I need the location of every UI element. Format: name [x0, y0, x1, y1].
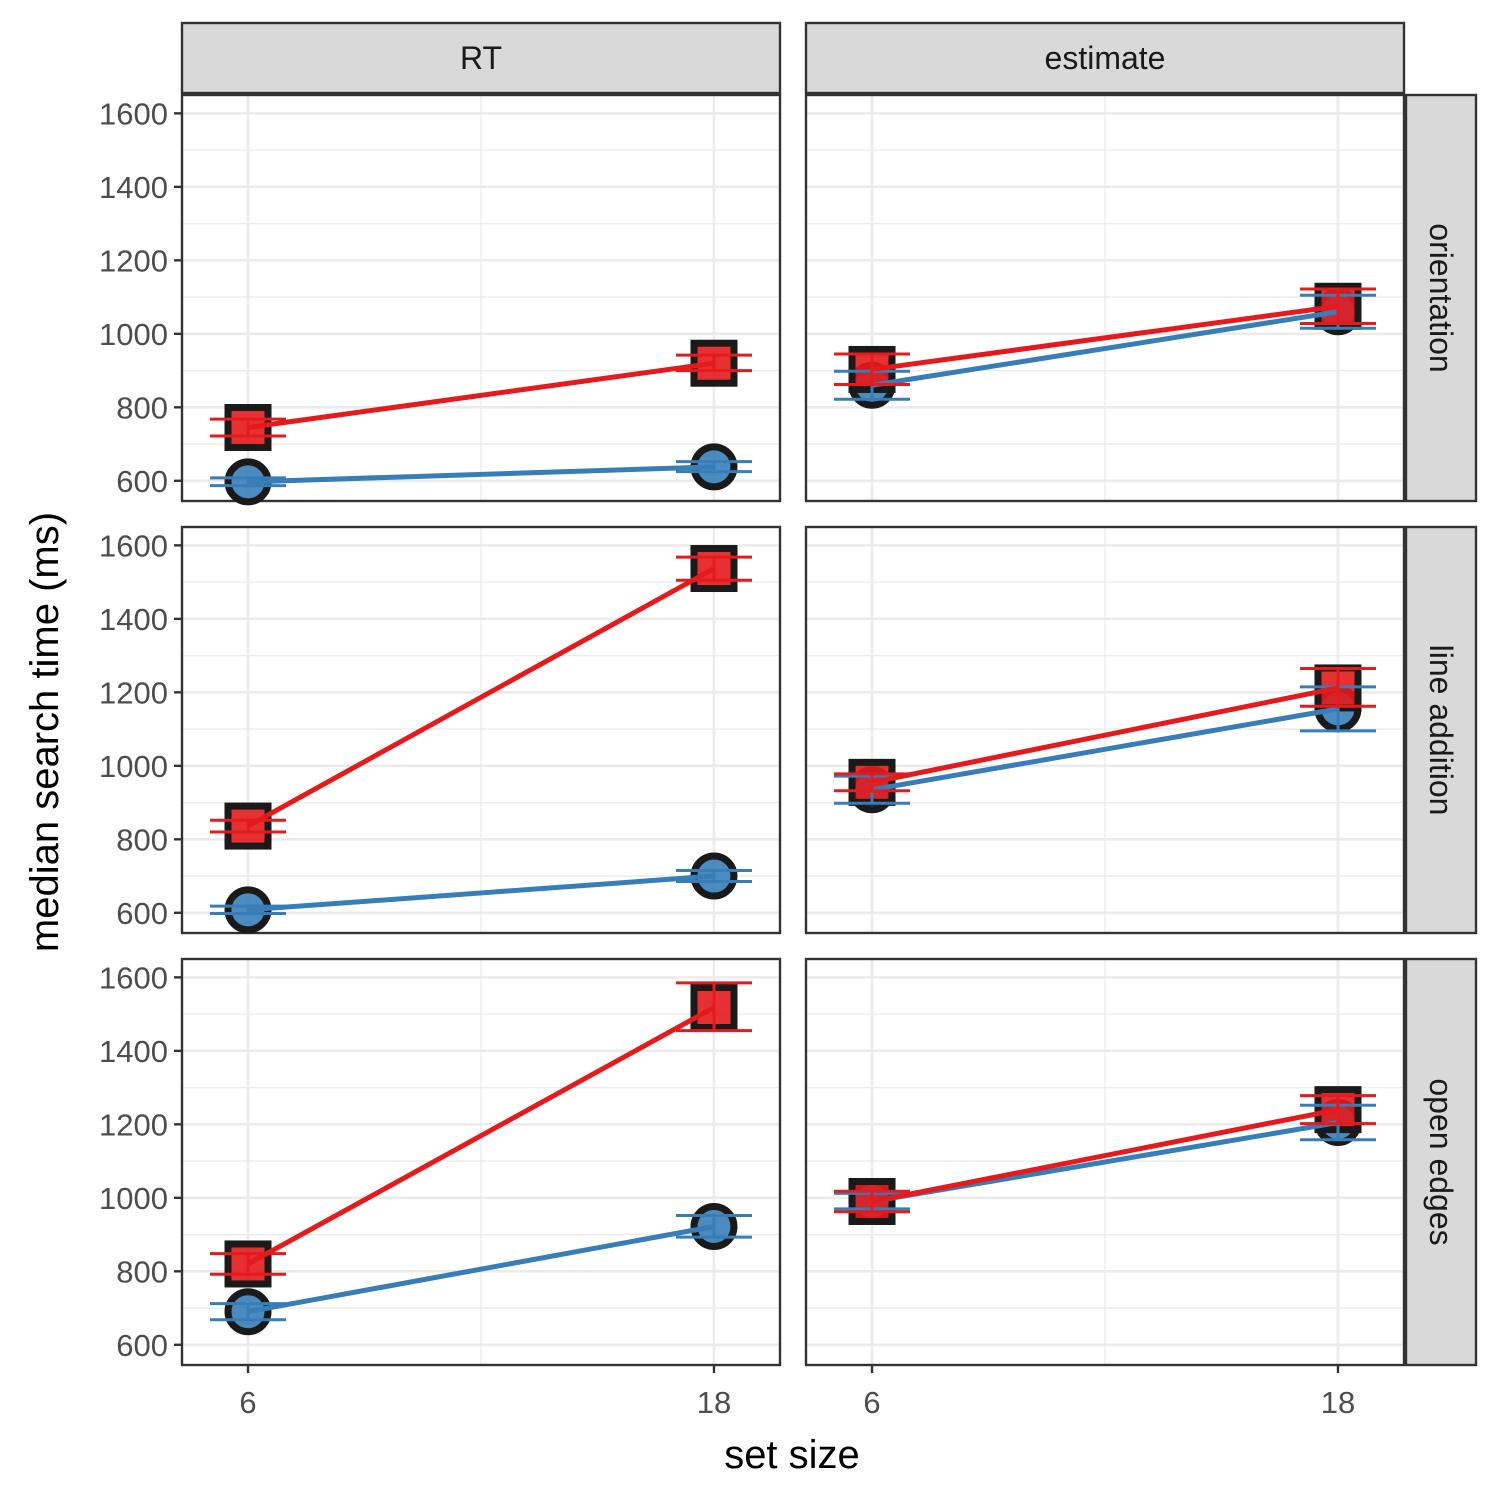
series-line-red-rt-line-addition [246, 566, 716, 829]
y-tick-label: 1200 [99, 1107, 168, 1142]
row-strip-line-addition [1404, 525, 1478, 935]
y-tick-label: 800 [116, 390, 168, 425]
x-tick-label: 18 [1321, 1385, 1355, 1420]
x-axis-title: set size [724, 1433, 860, 1477]
series-line-red-estimate-open-edges [871, 1107, 1339, 1204]
y-axis-title: median search time (ms) [23, 512, 67, 952]
series-line-red-estimate-line-addition [871, 685, 1339, 785]
series-line-blue-estimate-line-addition [871, 706, 1339, 793]
label-layer: 600 800 1000 1200 1400 1600 600 800 1000 1200 1400… [99, 40, 1459, 1420]
y-tick-label: 1200 [99, 675, 168, 710]
row-strip-label: orientation [1423, 223, 1459, 372]
panel-border-rt-line-addition [180, 525, 782, 935]
panel-border-estimate-orientation [804, 93, 1406, 503]
y-tick-label: 1400 [99, 602, 168, 637]
square-marker-red-rt-line-addition [690, 545, 738, 593]
row-strip-open-edges [1404, 957, 1478, 1367]
y-tick-label: 1400 [99, 170, 168, 205]
series-line-blue-rt-orientation [247, 464, 715, 485]
y-tick-label: 1600 [99, 960, 168, 995]
row-strip-orientation [1404, 93, 1478, 503]
x-tick-label: 6 [863, 1385, 880, 1420]
y-tick-label: 600 [116, 1328, 168, 1363]
x-tick-label: 18 [697, 1385, 731, 1420]
y-tick-label: 800 [116, 1254, 168, 1289]
y-tick-label: 1000 [99, 749, 168, 784]
x-tick-label: 6 [239, 1385, 256, 1420]
panel-frame-layer [174, 21, 1478, 1373]
y-tick-label: 600 [116, 896, 168, 931]
y-tick-label: 600 [116, 464, 168, 499]
series-line-blue-rt-open-edges [247, 1224, 715, 1315]
series-line-red-estimate-orientation [871, 303, 1339, 372]
row-strip-label: line addition [1423, 645, 1459, 816]
y-tick-label: 1000 [99, 1181, 168, 1216]
series-line-blue-rt-line-addition [247, 873, 715, 913]
y-tick-label: 1000 [99, 317, 168, 352]
y-tick-label: 1400 [99, 1034, 168, 1069]
panel-border-rt-orientation [180, 93, 782, 503]
panel-border-rt-open-edges [180, 957, 782, 1367]
column-strip-label: estimate [1045, 40, 1166, 76]
panel-border-estimate-open-edges [804, 957, 1406, 1367]
data-layer [210, 282, 1376, 1336]
series-line-blue-estimate-orientation [871, 309, 1339, 388]
row-strip-label: open edges [1423, 1078, 1459, 1245]
panel-border-estimate-line-addition [804, 525, 1406, 935]
y-tick-label: 1600 [99, 96, 168, 131]
y-tick-label: 1200 [99, 243, 168, 278]
column-strip-rt [180, 21, 782, 95]
column-strip-estimate [804, 21, 1406, 95]
y-tick-label: 1600 [99, 528, 168, 563]
column-strip-label: RT [460, 40, 502, 76]
series-line-red-rt-open-edges [246, 1005, 716, 1267]
y-tick-label: 800 [116, 822, 168, 857]
series-line-red-rt-orientation [247, 360, 715, 430]
